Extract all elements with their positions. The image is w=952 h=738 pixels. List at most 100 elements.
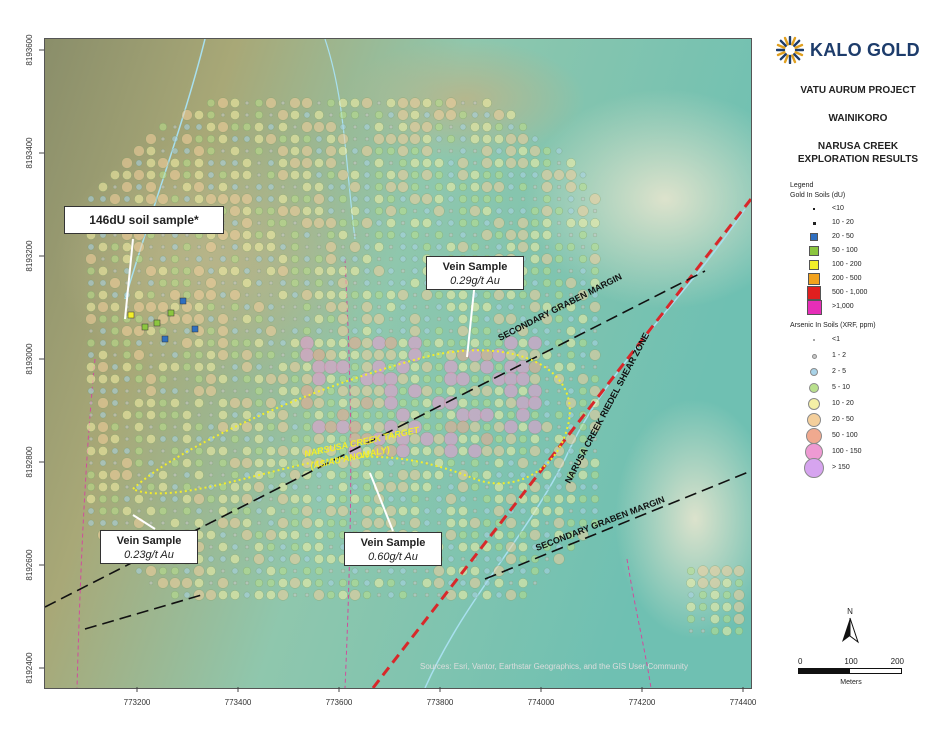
legend-arsenic-label: 1 - 2: [832, 352, 847, 359]
soil-sample-dot: [267, 159, 275, 167]
soil-sample-dot: [290, 530, 300, 540]
soil-sample-dot: [470, 242, 480, 252]
soil-sample-dot: [182, 350, 192, 360]
legend-gold-label: 200 - 500: [832, 275, 862, 282]
soil-sample-dot: [290, 542, 300, 552]
soil-sample-dot: [482, 170, 492, 180]
soil-sample-dot: [481, 385, 493, 397]
soil-sample-dot: [554, 362, 564, 372]
legend-arsenic-item: 20 - 50: [790, 412, 940, 428]
soil-sample-dot: [195, 435, 203, 443]
soil-sample-dot: [172, 124, 178, 130]
soil-sample-dot: [314, 542, 324, 552]
soil-sample-dot: [339, 123, 347, 131]
soil-sample-dot: [518, 122, 528, 132]
soil-sample-dot: [338, 266, 348, 276]
soil-sample-dot: [515, 407, 531, 423]
soil-sample-dot: [361, 337, 373, 349]
soil-sample-dot: [290, 230, 300, 240]
soil-sample-dot: [383, 395, 399, 411]
north-arrow-icon: N: [842, 607, 859, 644]
soil-sample-dot: [267, 303, 275, 311]
soil-sample-dot: [542, 302, 552, 312]
legend-arsenic-symbol: [804, 332, 824, 348]
soil-sample-dot: [532, 472, 538, 478]
soil-sample-dot: [579, 351, 587, 359]
soil-sample-dot: [375, 219, 383, 227]
soil-sample-dot: [134, 374, 144, 384]
soil-sample-callout[interactable]: 146dU soil sample*: [64, 206, 224, 234]
soil-sample-dot: [230, 422, 240, 432]
soil-sample-dot: [519, 171, 527, 179]
soil-sample-dot: [386, 302, 396, 312]
soil-sample-dot: [458, 362, 468, 372]
soil-sample-dot: [300, 384, 314, 398]
soil-sample-dot: [433, 433, 445, 445]
soil-sample-dot: [219, 159, 227, 167]
soil-sample-dot: [99, 459, 107, 467]
soil-sample-dot: [351, 147, 359, 155]
soil-sample-dot: [181, 313, 193, 325]
soil-sample-dot: [410, 398, 420, 408]
soil-sample-dot: [446, 290, 456, 300]
soil-sample-dot: [85, 313, 97, 325]
soil-sample-dot: [423, 315, 431, 323]
soil-sample-dot: [158, 362, 168, 372]
map-canvas[interactable]: NARSUSA CREEK TARGET (AS/AU ANOMALY) SEC…: [45, 39, 751, 688]
legend-arsenic-title: Arsenic In Soils (XRF, ppm): [790, 322, 876, 329]
vein-sample-callout-a[interactable]: Vein Sample 0.29g/t Au: [426, 256, 524, 290]
soil-sample-dot: [278, 482, 288, 492]
legend-arsenic-item: <1: [790, 332, 940, 348]
soil-sample-dot: [181, 109, 193, 121]
soil-sample-dot: [242, 566, 252, 576]
soil-sample-dot: [316, 304, 322, 310]
legend-arsenic-symbol: [804, 428, 824, 444]
soil-sample-dot: [542, 470, 552, 480]
legend-gold-label: 50 - 100: [832, 247, 858, 254]
legend-gold-title: Gold In Soils (dU): [790, 192, 846, 199]
soil-sample-dot: [207, 159, 215, 167]
soil-sample-dot: [517, 133, 529, 145]
soil-sample-dot: [87, 195, 95, 203]
soil-sample-dot: [325, 505, 337, 517]
soil-sample-dot: [315, 327, 323, 335]
soil-sample-dot: [230, 350, 240, 360]
soil-sample-dot: [86, 290, 96, 300]
soil-sample-dot: [435, 135, 443, 143]
vein-sample-callout-b[interactable]: Vein Sample 0.23g/t Au: [100, 530, 198, 564]
soil-sample-dot: [279, 555, 287, 563]
soil-sample-dot: [495, 555, 503, 563]
soil-sample-dot: [447, 543, 455, 551]
soil-sample-dot: [205, 193, 217, 205]
soil-sample-dot: [110, 254, 120, 264]
soil-sample-dot: [433, 445, 445, 457]
soil-sample-dot: [290, 506, 300, 516]
soil-sample-dot: [446, 134, 456, 144]
soil-sample-dot: [268, 388, 274, 394]
soil-sample-dot: [301, 505, 313, 517]
soil-sample-dot: [121, 181, 133, 193]
soil-sample-dot: [254, 446, 264, 456]
soil-sample-dot: [208, 508, 214, 514]
soil-sample-dot: [133, 169, 145, 181]
soil-sample-dot: [495, 471, 503, 479]
soil-sample-dot: [446, 338, 456, 348]
soil-sample-dot: [244, 388, 250, 394]
soil-sample-dot: [458, 206, 468, 216]
soil-sample-dot: [299, 347, 315, 363]
soil-sample-dot: [517, 217, 529, 229]
soil-sample-dot: [591, 507, 599, 515]
soil-sample-dot: [242, 206, 252, 216]
soil-sample-dot: [410, 218, 420, 228]
soil-sample-dot: [494, 194, 504, 204]
soil-sample-dot: [566, 530, 576, 540]
soil-sample-dot: [218, 182, 228, 192]
soil-sample-dot: [147, 315, 155, 323]
map-panel[interactable]: NARSUSA CREEK TARGET (AS/AU ANOMALY) SEC…: [44, 38, 752, 689]
soil-sample-dot: [386, 290, 396, 300]
soil-sample-dot: [218, 446, 228, 456]
vein-sample-callout-c[interactable]: Vein Sample 0.60g/t Au: [344, 532, 442, 566]
soil-sample-dot: [578, 422, 588, 432]
soil-sample-dot: [220, 244, 226, 250]
soil-sample-dot: [505, 157, 517, 169]
